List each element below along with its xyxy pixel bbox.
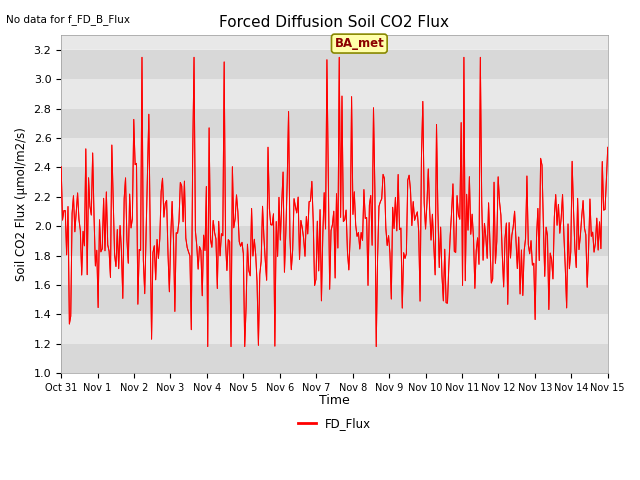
Bar — [61, 168, 608, 197]
Bar — [61, 109, 608, 138]
Bar — [61, 50, 608, 79]
Text: BA_met: BA_met — [335, 37, 384, 50]
Bar — [61, 79, 608, 109]
Legend: FD_Flux: FD_Flux — [293, 412, 376, 434]
Bar — [61, 138, 608, 168]
Bar — [61, 255, 608, 285]
Bar — [61, 197, 608, 226]
Title: Forced Diffusion Soil CO2 Flux: Forced Diffusion Soil CO2 Flux — [220, 15, 449, 30]
Bar — [61, 314, 608, 344]
Text: No data for f_FD_B_Flux: No data for f_FD_B_Flux — [6, 14, 131, 25]
Bar — [61, 285, 608, 314]
Y-axis label: Soil CO2 Flux (μmol/m2/s): Soil CO2 Flux (μmol/m2/s) — [15, 127, 28, 281]
Bar — [61, 226, 608, 255]
Bar — [61, 344, 608, 373]
X-axis label: Time: Time — [319, 394, 350, 407]
